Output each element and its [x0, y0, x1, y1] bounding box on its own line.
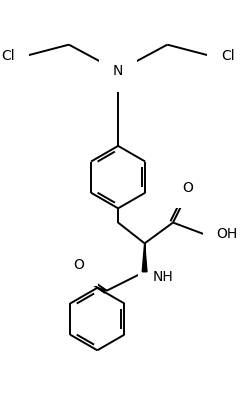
Text: N: N [113, 64, 123, 78]
Text: NH: NH [152, 270, 173, 284]
Text: Cl: Cl [1, 49, 15, 63]
Text: O: O [182, 180, 193, 195]
Text: Cl: Cl [221, 49, 235, 63]
Polygon shape [142, 243, 147, 272]
Text: OH: OH [216, 227, 238, 241]
Text: O: O [73, 258, 84, 272]
